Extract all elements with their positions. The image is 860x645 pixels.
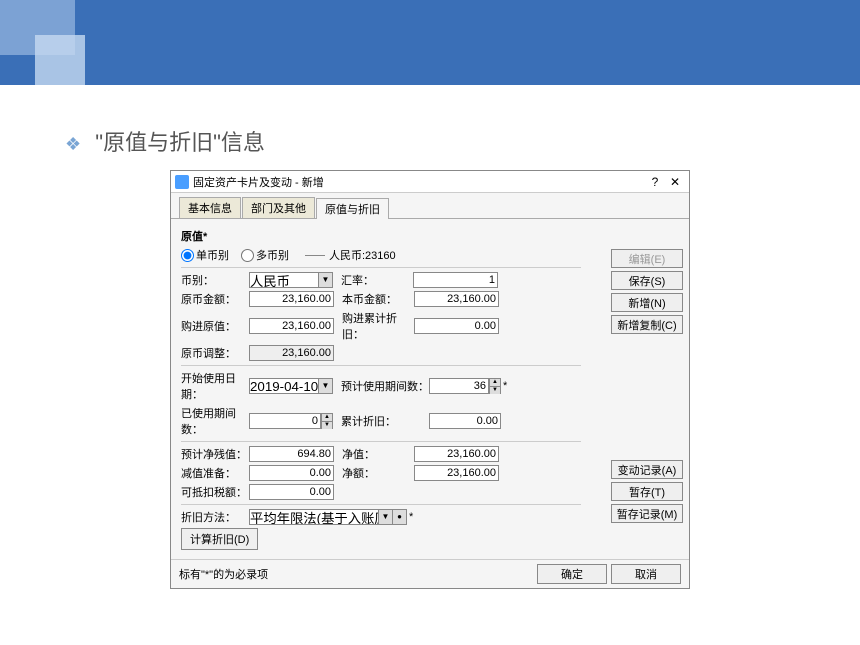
corner-deco-2 [35, 35, 85, 85]
label-dep-method: 折旧方法： [181, 509, 249, 525]
label-net-amt: 净额： [342, 465, 414, 481]
footer-note: 标有"*"的为必录项 [179, 566, 533, 582]
label-orig-amt: 原币金额： [181, 291, 249, 307]
tab-value-dep[interactable]: 原值与折旧 [316, 198, 389, 219]
chevron-down-icon[interactable]: ▼ [318, 379, 332, 393]
est-salvage-input[interactable] [249, 446, 334, 462]
accum-dep-input[interactable] [429, 413, 501, 429]
rmb-total-label: 人民币:23160 [329, 247, 396, 263]
net-amt-input[interactable] [414, 465, 499, 481]
new-copy-button[interactable]: 新增复制(C) [611, 315, 683, 334]
buy-orig-input[interactable] [249, 318, 334, 334]
chevron-down-icon[interactable]: ▼ [318, 273, 332, 287]
base-amt-input[interactable] [414, 291, 499, 307]
label-buy-dep: 购进累计折旧： [342, 310, 414, 342]
label-currency: 币别： [181, 272, 249, 288]
label-used-periods: 已使用期间数： [181, 405, 249, 437]
multi-currency-input[interactable] [305, 255, 325, 256]
label-rate: 汇率： [341, 272, 413, 288]
cancel-button[interactable]: 取消 [611, 564, 681, 584]
label-buy-orig: 购进原值： [181, 318, 249, 334]
dep-method-select[interactable]: ▼● [249, 509, 407, 525]
periods-spinner[interactable]: ▲▼ [489, 378, 501, 394]
label-base-amt: 本币金额： [342, 291, 414, 307]
label-start-date: 开始使用日期： [181, 370, 249, 402]
start-date-picker[interactable]: ▼ [249, 378, 333, 394]
tab-dept[interactable]: 部门及其他 [242, 197, 315, 218]
orig-amt-input[interactable] [249, 291, 334, 307]
tab-bar: 基本信息 部门及其他 原值与折旧 [171, 193, 689, 219]
help-button[interactable]: ? [645, 175, 665, 189]
label-orig-adj: 原币调整： [181, 345, 249, 361]
ok-button[interactable]: 确定 [537, 564, 607, 584]
currency-select[interactable]: ▼ [249, 272, 333, 288]
new-button[interactable]: 新增(N) [611, 293, 683, 312]
label-accum-dep: 累计折旧： [341, 413, 429, 429]
dialog-content: 原值* 单币别 多币别 人民币:23160 币别： ▼ 汇率： 原币金额： 本币… [171, 219, 689, 559]
dialog-title: 固定资产卡片及变动 - 新增 [193, 174, 645, 190]
used-periods-input[interactable] [249, 413, 321, 429]
label-net-val: 净值： [342, 446, 414, 462]
spinner-up-icon: ▲ [322, 414, 332, 422]
lookup-icon[interactable]: ● [392, 510, 406, 524]
section-original: 原值* [181, 228, 207, 244]
label-impair: 减值准备： [181, 465, 249, 481]
chevron-down-icon[interactable]: ▼ [378, 510, 392, 524]
rate-input[interactable] [413, 272, 498, 288]
used-periods-spinner[interactable]: ▲▼ [321, 413, 333, 429]
impair-input[interactable] [249, 465, 334, 481]
label-est-salvage: 预计净残值： [181, 446, 249, 462]
orig-adj-input [249, 345, 334, 361]
net-val-input[interactable] [414, 446, 499, 462]
change-log-button[interactable]: 变动记录(A) [611, 460, 683, 479]
save-button[interactable]: 保存(S) [611, 271, 683, 290]
deduct-tax-input[interactable] [249, 484, 334, 500]
page-title: ❖ "原值与折旧"信息 [65, 125, 265, 157]
spinner-down-icon: ▼ [490, 387, 500, 394]
temp-save-button[interactable]: 暂存(T) [611, 482, 683, 501]
required-asterisk: * [409, 511, 413, 523]
bullet-icon: ❖ [65, 134, 81, 154]
app-icon [175, 175, 189, 189]
edit-button: 编辑(E) [611, 249, 683, 268]
dialog-footer: 标有"*"的为必录项 确定 取消 [171, 559, 689, 588]
buy-dep-input[interactable] [414, 318, 499, 334]
est-periods-input[interactable] [429, 378, 489, 394]
tab-basic[interactable]: 基本信息 [179, 197, 241, 218]
spinner-down-icon: ▼ [322, 422, 332, 429]
temp-log-button[interactable]: 暂存记录(M) [611, 504, 683, 523]
required-asterisk: * [503, 380, 507, 392]
titlebar: 固定资产卡片及变动 - 新增 ? ✕ [171, 171, 689, 193]
dialog-window: 固定资产卡片及变动 - 新增 ? ✕ 基本信息 部门及其他 原值与折旧 原值* … [170, 170, 690, 589]
radio-multi-currency[interactable]: 多币别 [241, 247, 289, 263]
label-deduct-tax: 可抵扣税额： [181, 484, 249, 500]
spinner-up-icon: ▲ [490, 379, 500, 387]
close-button[interactable]: ✕ [665, 175, 685, 189]
slide-header [0, 0, 860, 85]
sidebar-buttons: 编辑(E) 保存(S) 新增(N) 新增复制(C) 变动记录(A) 暂存(T) … [611, 249, 683, 523]
calc-depreciation-button[interactable]: 计算折旧(D) [181, 528, 258, 550]
label-est-periods: 预计使用期间数： [341, 378, 429, 394]
radio-single-currency[interactable]: 单币别 [181, 247, 229, 263]
